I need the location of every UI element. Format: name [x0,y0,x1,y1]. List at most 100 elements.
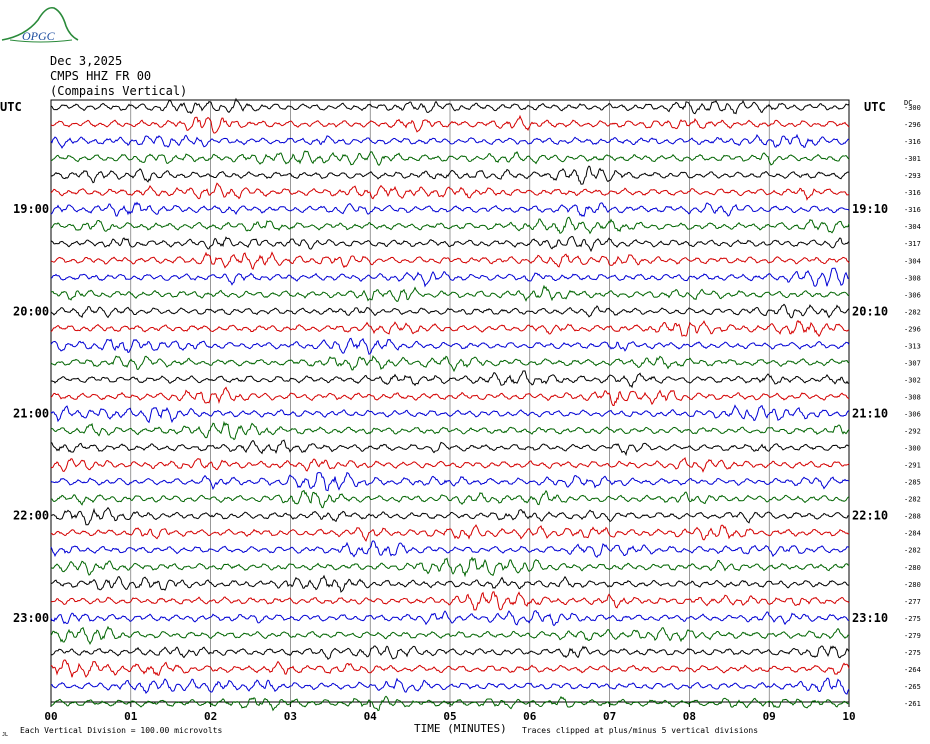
dc-offset-label: -291 [904,462,921,470]
left-time-label: 19:00 [13,202,49,216]
logo-text: OPGC [22,29,56,43]
x-tick-label: 08 [683,710,696,723]
dc-offset-label: -296 [904,325,921,333]
dc-offset-label: -316 [904,189,921,197]
grid-lines [50,99,850,707]
dc-offset-label: -301 [904,155,921,163]
dc-offset-label: -304 [904,257,921,265]
dc-offset-label: -300 [904,104,921,112]
plot-date: Dec 3,2025 [50,54,123,68]
trace-30 [50,610,850,627]
trace-21 [50,457,850,473]
trace-29 [50,591,850,611]
scale-note: Each Vertical Division = 100.00 microvol… [20,726,222,735]
dc-offset-label: -265 [904,683,921,691]
dc-offset-label: -317 [904,240,921,248]
dc-offset-label: -307 [904,359,921,367]
trace-2 [50,133,850,149]
right-time-label: 22:10 [852,509,888,523]
dc-offset-label: -292 [904,428,921,436]
trace-13 [50,319,850,338]
dc-offset-label: -306 [904,291,921,299]
trace-25 [50,524,850,542]
left-time-labels: 19:00 20:00 21:00 22:00 23:00 [13,202,49,625]
trace-27 [50,556,850,578]
trace-28 [50,574,850,593]
x-tick-label: 05 [443,710,456,723]
trace-0 [50,97,850,115]
seismic-traces [50,97,850,712]
trace-34 [50,677,850,695]
right-time-label: 23:10 [852,611,888,625]
x-tick-label: 02 [204,710,217,723]
x-tick-label: 01 [124,710,138,723]
trace-9 [50,251,850,271]
dc-offset-label: -300 [904,445,921,453]
dc-offset-label: -275 [904,615,921,623]
dc-offset-label: -280 [904,564,921,572]
clip-note: Traces clipped at plus/minus 5 vertical … [522,726,758,735]
trace-23 [50,489,850,509]
dc-offset-label: -285 [904,479,921,487]
station-location: (Compains Vertical) [50,84,188,98]
trace-3 [50,150,850,167]
logo-mountain-icon [1,6,79,41]
x-tick-label: 09 [763,710,776,723]
opgc-logo: OPGC [1,6,79,43]
trace-20 [50,439,850,457]
x-tick-label: 06 [523,710,537,723]
x-tick-label: 07 [603,710,616,723]
dc-offset-label: -313 [904,342,921,350]
trace-10 [50,267,850,288]
trace-32 [50,645,850,661]
trace-15 [50,355,850,373]
trace-14 [50,337,850,355]
trace-18 [50,404,850,424]
dc-offset-label: -304 [904,223,921,231]
trace-12 [50,303,850,319]
trace-22 [50,471,850,492]
dc-offset-label: -316 [904,206,921,214]
dc-offset-label: -282 [904,496,921,504]
dc-offset-label: -296 [904,121,921,129]
left-time-label: 23:00 [13,611,49,625]
trace-35 [50,695,850,712]
dc-offset-label: -264 [904,666,921,674]
left-time-label: 21:00 [13,407,49,421]
dc-offset-label: -308 [904,274,921,282]
dc-offset-label: -282 [904,308,921,316]
trace-33 [50,659,850,678]
right-time-label: 19:10 [852,202,888,216]
dc-offset-label: -308 [904,393,921,401]
trace-31 [50,625,850,646]
trace-4 [50,165,850,185]
trace-7 [50,216,850,235]
trace-8 [50,235,850,253]
dc-offset-label: -306 [904,411,921,419]
trace-17 [50,386,850,406]
x-tick-label: 00 [44,710,57,723]
trace-26 [50,540,850,558]
x-tick-label: 03 [284,710,297,723]
left-time-label: 22:00 [13,509,49,523]
dc-offset-label: -316 [904,138,921,146]
corner-mark: JL [2,732,8,738]
utc-label-left: UTC [0,100,22,114]
dc-offset-label: -282 [904,547,921,555]
dc-offset-label: -277 [904,598,921,606]
dc-header: DC [904,99,912,107]
dc-offset-labels: -300 -296 -316 -301 -293 -316 -316 -304 -317 -304… [904,104,921,708]
right-time-labels: 19:10 20:10 21:10 22:10 23:10 [852,202,888,625]
dc-offset-label: -293 [904,172,921,180]
x-tick-label: 04 [364,710,378,723]
dc-offset-label: -288 [904,513,921,521]
trace-11 [50,284,850,302]
right-time-label: 21:10 [852,407,888,421]
trace-5 [50,182,850,201]
dc-offset-label: -261 [904,700,921,708]
station-code: CMPS HHZ FR 00 [50,69,152,83]
dc-offset-label: -279 [904,632,921,640]
left-time-label: 20:00 [13,304,49,318]
dc-offset-label: -284 [904,530,921,538]
